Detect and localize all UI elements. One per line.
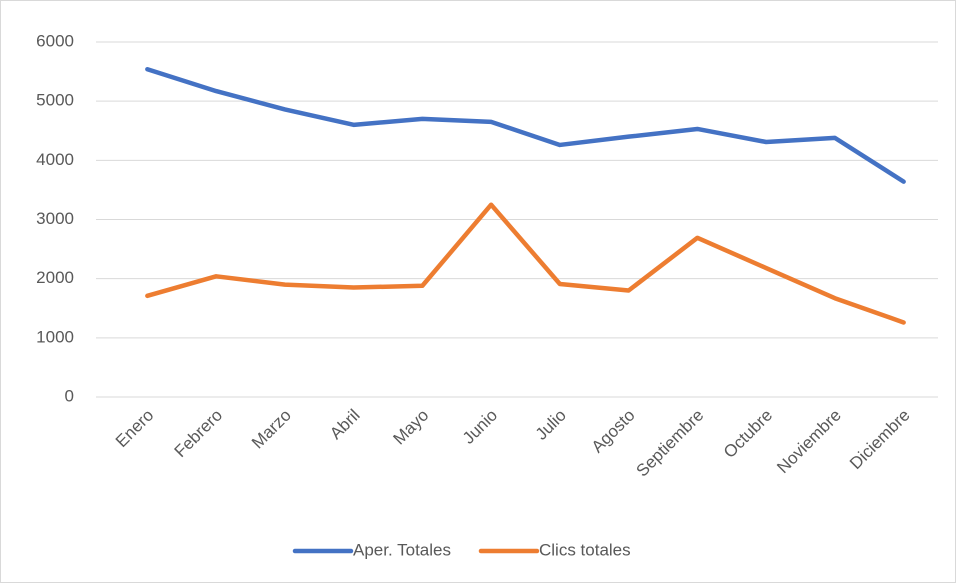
y-tick-label: 5000	[36, 91, 74, 110]
y-tick-label: 3000	[36, 209, 74, 228]
legend-label: Aper. Totales	[353, 540, 451, 559]
legend-label: Clics totales	[539, 540, 631, 559]
line	[145, 66, 906, 184]
y-tick-label: 2000	[36, 268, 74, 287]
y-tick-label: 1000	[36, 327, 74, 346]
y-tick-label: 6000	[36, 31, 74, 50]
y-tick-label: 4000	[36, 150, 74, 169]
line	[145, 202, 906, 325]
y-tick-label: 0	[65, 386, 74, 405]
